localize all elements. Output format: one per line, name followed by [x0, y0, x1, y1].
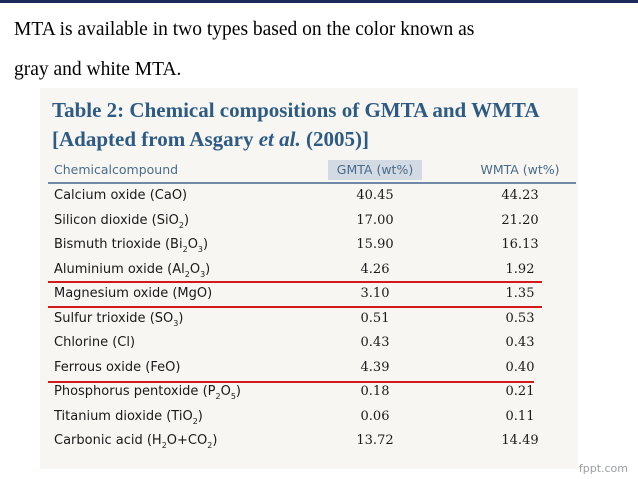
compound-name: Phosphorus pentoxide (P2O5) [54, 384, 241, 401]
compound-name: Magnesium oxide (MgO) [54, 286, 213, 301]
intro-line-1: MTA is available in two types based on t… [14, 19, 475, 40]
header-wmta: WMTA (wt%) [480, 162, 560, 177]
header-gmta: GMTA (wt%) [328, 160, 422, 180]
intro-text: MTA is available in two types based on t… [14, 10, 624, 90]
table-row: Phosphorus pentoxide (P2O5) 0.18 0.21 [48, 380, 576, 405]
table-title-italic: et al. [258, 127, 301, 151]
gmta-value: 17.00 [356, 212, 394, 228]
wmta-value: 0.40 [505, 359, 535, 375]
table-title-prefix: [Adapted from Asgary [52, 127, 259, 151]
table-row: Titanium dioxide (TiO2) 0.06 0.11 [48, 405, 576, 430]
wmta-value: 14.49 [501, 433, 539, 448]
table-row: Sulfur trioxide (SO3) 0.51 0.53 [48, 307, 576, 332]
compound-name: Sulfur trioxide (SO3) [54, 310, 184, 328]
composition-table-image: Table 2: Chemical compositions of GMTA a… [40, 88, 578, 469]
highlight-line-ferrous [48, 381, 534, 383]
gmta-value: 4.26 [360, 261, 390, 277]
compound-name: Ferrous oxide (FeO) [54, 359, 181, 375]
wmta-value: 16.13 [501, 237, 539, 252]
wmta-value: 21.20 [501, 212, 539, 228]
wmta-value: 1.92 [505, 261, 535, 277]
gmta-value: 40.45 [356, 188, 394, 203]
intro-line-2: gray and white MTA. [14, 59, 182, 80]
gmta-value: 15.90 [356, 237, 394, 252]
table-body: Calcium oxide (CaO) 40.45 44.23 Silicon dio… [48, 184, 576, 454]
table-row: Chlorine (Cl) 0.43 0.43 [48, 331, 576, 356]
compound-name: Carbonic acid (H2O+CO2) [54, 433, 218, 450]
compound-name: Aluminium oxide (Al2O3) [54, 261, 211, 279]
footer-brand: fppt.com [578, 462, 628, 475]
wmta-value: 0.11 [505, 408, 535, 424]
gmta-value: 13.72 [356, 433, 394, 448]
table-title-suffix: (2005)] [300, 127, 369, 151]
compound-name: Titanium dioxide (TiO2) [54, 408, 203, 426]
table-row: Silicon dioxide (SiO2) 17.00 21.20 [48, 209, 576, 234]
table-title-line-2: [Adapted from Asgary et al. (2005)] [52, 125, 572, 154]
table-row: Aluminium oxide (Al2O3) 4.26 1.92 [48, 258, 576, 283]
gmta-value: 0.43 [360, 335, 390, 350]
gmta-value: 0.51 [360, 310, 390, 326]
compound-name: Chlorine (Cl) [54, 335, 136, 350]
wmta-value: 44.23 [501, 188, 539, 203]
wmta-value: 1.35 [505, 286, 535, 301]
table-title-line-1: Table 2: Chemical compositions of GMTA a… [52, 98, 540, 122]
header-compound: Chemicalcompound [54, 162, 179, 177]
table-title: Table 2: Chemical compositions of GMTA a… [52, 96, 572, 154]
gmta-value: 0.18 [360, 384, 390, 399]
wmta-value: 0.53 [505, 310, 535, 326]
table-header: Chemicalcompound GMTA (wt%) WMTA (wt%) [48, 160, 576, 182]
gmta-value: 0.06 [360, 408, 390, 424]
slide-top-bar [0, 0, 638, 3]
compound-name: Bismuth trioxide (Bi2O3) [54, 237, 209, 254]
gmta-value: 4.39 [360, 359, 390, 375]
wmta-value: 0.43 [505, 335, 535, 350]
compound-name: Calcium oxide (CaO) [54, 188, 188, 203]
table-row: Calcium oxide (CaO) 40.45 44.23 [48, 184, 576, 209]
table-row: Ferrous oxide (FeO) 4.39 0.40 [48, 356, 576, 381]
highlight-line-bottom [48, 306, 542, 308]
table-row: Bismuth trioxide (Bi2O3) 15.90 16.13 [48, 233, 576, 258]
header-rule [48, 182, 576, 184]
compound-name: Silicon dioxide (SiO2) [54, 212, 190, 230]
gmta-value: 3.10 [360, 286, 390, 301]
table-row: Carbonic acid (H2O+CO2) 13.72 14.49 [48, 429, 576, 454]
highlight-line-top [48, 281, 542, 283]
wmta-value: 0.21 [505, 384, 535, 399]
table-row: Magnesium oxide (MgO) 3.10 1.35 [48, 282, 576, 307]
